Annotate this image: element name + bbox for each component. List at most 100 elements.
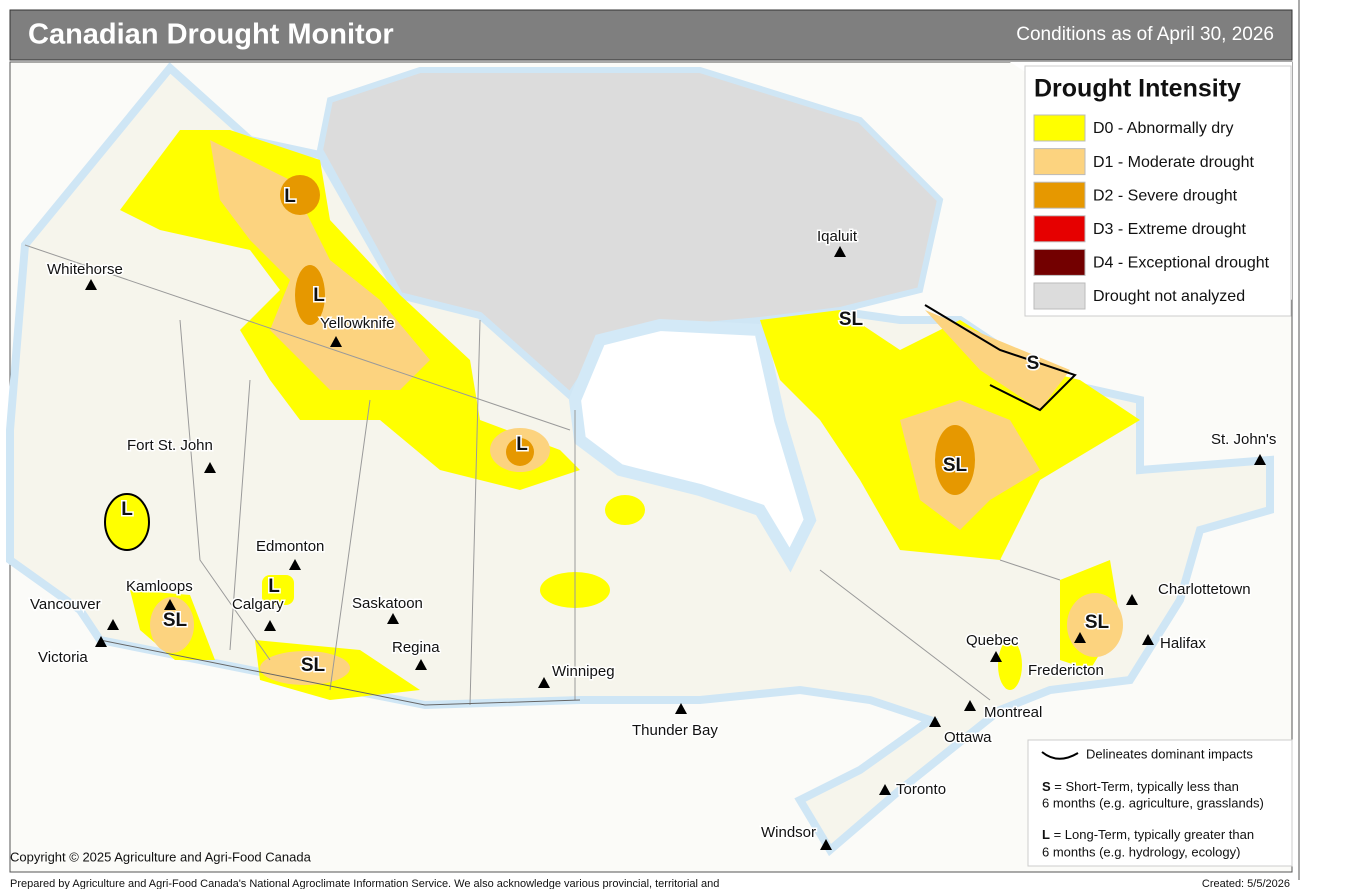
city-label: Regina [392, 639, 440, 656]
city-marker [834, 246, 846, 257]
impact-label: S [1027, 353, 1040, 374]
city-marker [415, 659, 427, 670]
city-label: Edmonton [256, 538, 324, 555]
drought-area [150, 597, 194, 653]
map [6, 62, 1292, 857]
us-border [99, 639, 581, 706]
city-marker [289, 559, 301, 570]
legend-items: D0 - Abnormally dry D1 - Moderate drought… [1033, 114, 1270, 310]
city-label: Fort St. John [127, 437, 213, 454]
city-label: Winnipeg [552, 663, 615, 680]
long-letter: L [1042, 827, 1050, 842]
hudson-bay [568, 318, 817, 573]
city-marker [164, 599, 176, 610]
city-marker [204, 462, 216, 473]
drought-area [925, 310, 1070, 410]
impact-labels: L L L L L SL SL SL S SL SL [120, 185, 1111, 678]
short-term-label: S = Short-Term, typically less than [1042, 779, 1239, 794]
legend-label: D1 - Moderate drought [1093, 154, 1255, 171]
copyright: Copyright © 2025 Agriculture and Agri-Fo… [10, 849, 312, 864]
city-label: Halifax [1160, 635, 1206, 652]
city-label: Iqaluit [817, 228, 858, 245]
city-marker [107, 619, 119, 630]
header-bar [9, 9, 1293, 61]
title: Canadian Drought Monitor [28, 19, 394, 51]
legend-swatch [1033, 148, 1086, 176]
impact-line [924, 304, 1077, 412]
impact-label: L [516, 434, 528, 455]
city-label: Yellowknife [320, 315, 395, 332]
province-borders [24, 244, 1061, 706]
city-label: Quebec [966, 632, 1019, 649]
impact-label: L [284, 186, 296, 207]
legend-swatch [1033, 248, 1086, 276]
drought-area [104, 493, 150, 551]
city-marker [879, 784, 891, 795]
city-marker [330, 336, 342, 347]
city-label: Windsor [761, 824, 816, 841]
impact-label: L [268, 576, 280, 597]
impact-label: SL [301, 655, 326, 676]
legend-label: D4 - Exceptional drought [1093, 255, 1270, 272]
cities: Whitehorse Yellowknife Iqaluit Fort St. Joh… [29, 226, 1278, 850]
city-label: Kamloops [126, 578, 193, 595]
city-label: Toronto [896, 781, 946, 798]
city-marker [85, 279, 97, 290]
drought-area [935, 425, 975, 495]
drought-area [210, 140, 430, 390]
city-label: Thunder Bay [632, 722, 718, 739]
city-label: Saskatoon [352, 595, 423, 612]
legend-title: Drought Intensity [1034, 75, 1241, 103]
city-label: Vancouver [30, 596, 101, 613]
legend-label: D0 - Abnormally dry [1093, 120, 1234, 137]
drought-area [280, 175, 320, 215]
drought-area [998, 640, 1022, 690]
city-label: St. John's [1211, 431, 1276, 448]
legend-label: D2 - Severe drought [1093, 187, 1238, 204]
impact-label: SL [1085, 612, 1110, 633]
legend-swatch [1033, 114, 1086, 142]
city-marker [264, 620, 276, 631]
city-marker [990, 651, 1002, 662]
long-term-label-2: 6 months (e.g. hydrology, ecology) [1042, 844, 1240, 859]
city-marker [1254, 454, 1266, 465]
long-text: = Long-Term, typically greater than [1054, 827, 1255, 842]
city-marker [964, 700, 976, 711]
drought-area [605, 495, 645, 525]
city-label: Fredericton [1028, 662, 1104, 679]
city-label: Ottawa [944, 729, 992, 746]
impacts-legend-box [1027, 739, 1293, 867]
impact-label: SL [943, 455, 968, 476]
drought-area [262, 575, 294, 605]
short-text: = Short-Term, typically less than [1054, 779, 1239, 794]
city-marker [1074, 632, 1086, 643]
prepared-note: Prepared by Agriculture and Agri-Food Ca… [10, 878, 719, 889]
city-label: Charlottetown [1158, 581, 1251, 598]
city-marker [95, 636, 107, 647]
legend-swatch [1033, 215, 1086, 243]
short-letter: S [1042, 779, 1051, 794]
drought-area [295, 265, 325, 325]
impact-label: L [121, 499, 133, 520]
city-marker [387, 613, 399, 624]
long-term-label: L = Long-Term, typically greater than [1042, 827, 1254, 842]
city-marker [929, 716, 941, 727]
city-label: Calgary [232, 596, 284, 613]
impact-line-sample [1041, 751, 1079, 760]
impact-label: L [313, 285, 325, 306]
city-label: Victoria [38, 649, 88, 666]
city-marker [820, 839, 832, 850]
city-label: Whitehorse [47, 261, 123, 278]
impact-line-label: Delineates dominant impacts [1086, 746, 1253, 761]
city-marker [538, 677, 550, 688]
legend-swatch [1033, 282, 1086, 310]
drought-area [506, 438, 534, 466]
city-marker [1126, 594, 1138, 605]
legend-label: D3 - Extreme drought [1093, 221, 1247, 238]
impact-label: SL [839, 309, 864, 330]
impact-label: SL [163, 610, 188, 631]
short-term-label-2: 6 months (e.g. agriculture, grasslands) [1042, 795, 1264, 810]
city-marker [675, 703, 687, 714]
legend-label: Drought not analyzed [1093, 288, 1245, 305]
